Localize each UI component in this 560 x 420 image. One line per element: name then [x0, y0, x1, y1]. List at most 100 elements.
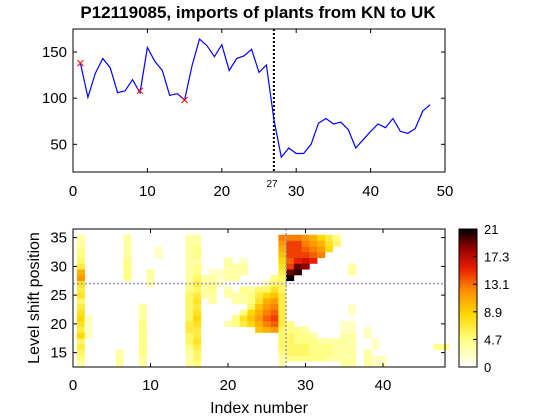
heatmap-cell [294, 235, 302, 241]
heatmap-cell [77, 258, 85, 264]
heatmap-cell [302, 338, 310, 344]
heatmap-cell [278, 344, 286, 350]
heatmap-cell [224, 269, 232, 275]
heatmap-cell [123, 241, 131, 247]
heatmap-cell [224, 292, 232, 298]
top-plot-area [73, 29, 445, 172]
heatmap-cell [278, 269, 286, 275]
heatmap-cell [294, 327, 302, 333]
heatmap-cell [286, 241, 294, 247]
heatmap-cell [255, 287, 263, 293]
heatmap-cell [209, 287, 217, 293]
chart-title: P12119085, imports of plants from KN to … [80, 3, 436, 22]
x-tick-label: 30 [288, 183, 305, 200]
heatmap-cell [77, 241, 85, 247]
heatmap-cell [271, 287, 279, 293]
heatmap-cell [77, 275, 85, 281]
colorbar-ticks: 2117.313.18.94.70 [473, 222, 509, 375]
x-tick-label: 0 [69, 377, 77, 394]
heatmap-cell [185, 321, 193, 327]
heatmap-cell [209, 275, 217, 281]
heatmap-cell [317, 246, 325, 252]
heatmap-cell [333, 350, 341, 356]
heatmap-cell [271, 298, 279, 304]
heatmap-cell [263, 298, 271, 304]
colorbar [459, 229, 477, 367]
heatmap-cell [255, 292, 263, 298]
x-tick-label: 0 [69, 183, 77, 200]
heatmap-cell [348, 356, 356, 362]
heatmap-cell [123, 275, 131, 281]
heatmap-cell [271, 304, 279, 310]
heatmap-x-axis-label: Index number [210, 400, 309, 417]
heatmap-cell [278, 361, 286, 367]
heatmap-cell [286, 344, 294, 350]
colorbar-tick-label: 4.7 [484, 332, 502, 347]
heatmap-cell [325, 338, 333, 344]
heatmap-cell [302, 264, 310, 270]
heatmap-cell [85, 333, 93, 339]
heatmap-cell [278, 292, 286, 298]
heatmap-cell [263, 304, 271, 310]
heatmap-cell [255, 310, 263, 316]
heatmap-cell [255, 304, 263, 310]
heatmap-cell [224, 321, 232, 327]
heatmap-cell [309, 350, 317, 356]
heatmap-cell [286, 246, 294, 252]
heatmap-cell [139, 310, 147, 316]
heatmap-cell [278, 241, 286, 247]
heatmap-cell [85, 321, 93, 327]
heatmap-cell [371, 338, 379, 344]
heatmap-cell [77, 269, 85, 275]
heatmap-cell [364, 333, 372, 339]
heatmap-cell [185, 327, 193, 333]
heatmap-cell [247, 298, 255, 304]
y-tick-label: 15 [50, 345, 67, 362]
heatmap-cell [201, 275, 209, 281]
heatmap-cell [193, 246, 201, 252]
x-tick-label: 40 [362, 183, 379, 200]
heatmap-cell [185, 356, 193, 362]
y-tick-label: 35 [50, 230, 67, 247]
heatmap-cell [193, 321, 201, 327]
x-tick-label: 10 [142, 377, 159, 394]
heatmap-cell [302, 235, 310, 241]
heatmap-cell [278, 356, 286, 362]
heatmap-cell [278, 350, 286, 356]
heatmap-cell [185, 304, 193, 310]
heatmap-cell [317, 344, 325, 350]
heatmap-cell [317, 241, 325, 247]
heatmap-cell [309, 258, 317, 264]
heatmap-cell [294, 338, 302, 344]
heatmap-cell [139, 327, 147, 333]
heatmap-cell [224, 264, 232, 270]
heatmap-cell [185, 361, 193, 367]
heatmap-cell [240, 310, 248, 316]
heatmap-cell [286, 338, 294, 344]
heatmap-cell [371, 344, 379, 350]
heatmap-cell [209, 269, 217, 275]
heatmap-cell [263, 321, 271, 327]
heatmap-cell [302, 356, 310, 362]
heatmap-cell [116, 350, 124, 356]
heatmap-cell [116, 356, 124, 362]
heatmap-cell [364, 327, 372, 333]
heatmap-cell [123, 246, 131, 252]
heatmap-cell [371, 361, 379, 367]
heatmap-cell [193, 356, 201, 362]
heatmap-cell [185, 269, 193, 275]
heatmap-cell [278, 304, 286, 310]
heatmap-cell [77, 356, 85, 362]
heatmap-cell [278, 321, 286, 327]
heatmap-cell [77, 246, 85, 252]
heatmap-cell [294, 258, 302, 264]
heatmap-cell [232, 264, 240, 270]
heatmap-cell [185, 252, 193, 258]
heatmap-cell [294, 350, 302, 356]
heatmap-cell [263, 310, 271, 316]
heatmap-cell [77, 252, 85, 258]
heatmap-cell [185, 235, 193, 241]
heatmap-cell [278, 258, 286, 264]
heatmap-cell [247, 292, 255, 298]
heatmap-cell [286, 269, 294, 275]
